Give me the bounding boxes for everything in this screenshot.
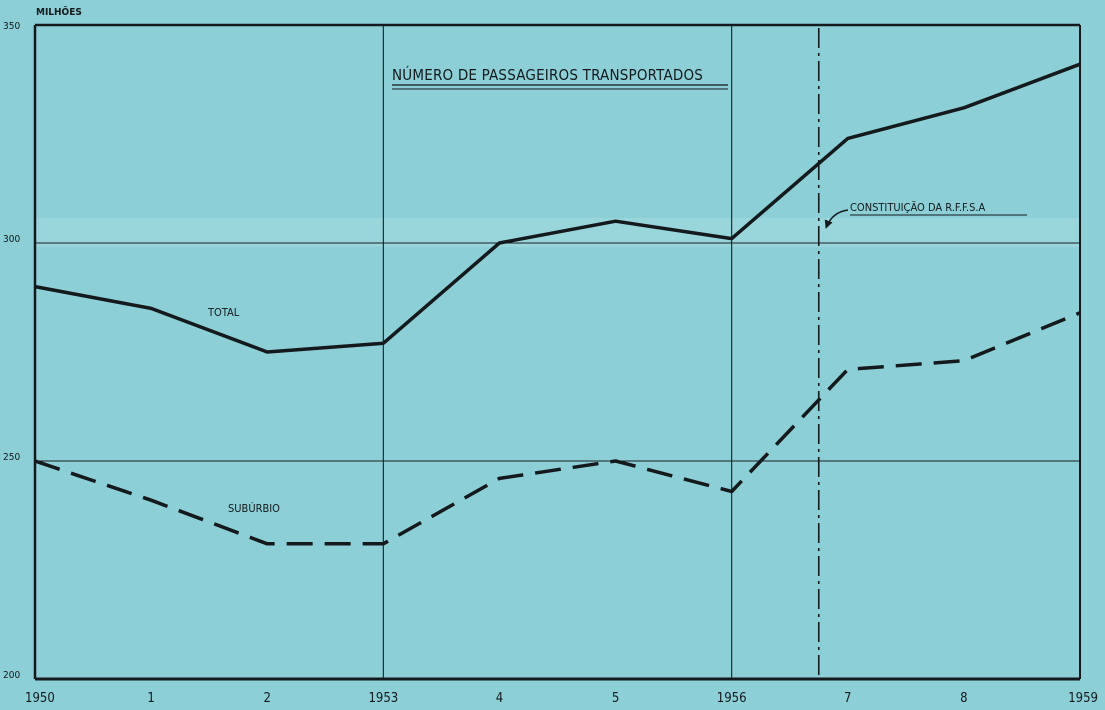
x-tick-label-1952: 2 — [263, 691, 270, 706]
x-tick-labels: 1950 1 2 1953 4 5 1956 7 8 1959 — [25, 691, 1098, 706]
y-axis-unit-label: MILHÕES — [36, 5, 82, 18]
chart-title: NÚMERO DE PASSAGEIROS TRANSPORTADOS — [392, 65, 703, 84]
x-tick-label-1958: 8 — [960, 691, 967, 706]
x-tick-label-1957: 7 — [844, 691, 851, 706]
x-tick-label-1954: 4 — [496, 691, 503, 706]
series-label-suburbio: SUBÚRBIO — [228, 502, 280, 515]
x-tick-label-1950: 1950 — [25, 691, 55, 706]
x-tick-label-1959: 1959 — [1068, 691, 1098, 706]
series-line-total — [34, 62, 1081, 354]
y-tick-label-200: 200 — [3, 670, 20, 681]
y-tick-label-300: 300 — [3, 234, 20, 245]
x-tick-label-1953: 1953 — [368, 691, 398, 706]
series-group — [34, 62, 1081, 546]
rffsa-annotation-arrow — [824, 209, 849, 229]
series-line-suburbio — [34, 311, 1081, 546]
x-tick-label-1956: 1956 — [717, 691, 747, 706]
y-tick-labels: 200 250 300 350 — [3, 21, 20, 681]
y-tick-label-250: 250 — [3, 452, 20, 463]
y-tick-label-350: 350 — [3, 21, 20, 32]
series-label-total: TOTAL — [207, 306, 240, 319]
rffsa-annotation-label: CONSTITUIÇÃO DA R.F.F.S.A — [850, 201, 985, 214]
grid-lines — [35, 25, 1080, 679]
x-tick-label-1951: 1 — [147, 691, 154, 706]
x-tick-label-1955: 5 — [612, 691, 619, 706]
